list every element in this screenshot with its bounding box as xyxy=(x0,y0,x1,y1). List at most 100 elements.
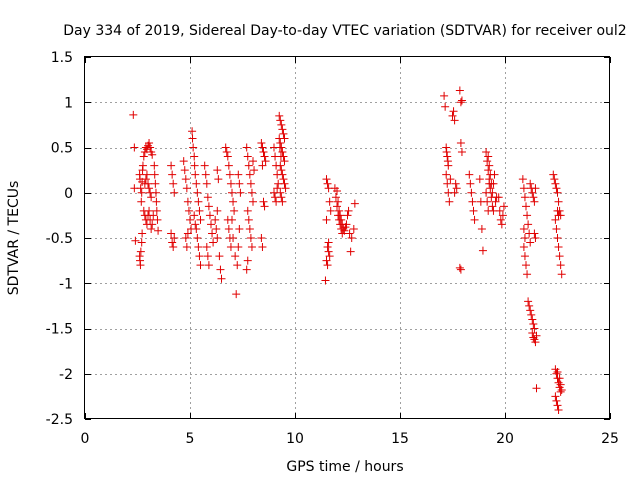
data-point xyxy=(525,301,534,310)
data-point xyxy=(456,98,465,107)
data-point xyxy=(455,263,464,272)
y-tick-label: 1 xyxy=(64,95,73,111)
data-point xyxy=(530,197,539,206)
data-point xyxy=(483,197,492,206)
data-point xyxy=(486,184,495,193)
data-point xyxy=(245,170,254,179)
data-point xyxy=(337,215,346,224)
data-point xyxy=(151,179,160,188)
data-point xyxy=(194,243,203,252)
data-point xyxy=(136,261,145,270)
data-point xyxy=(553,206,562,215)
data-point xyxy=(469,206,478,215)
data-point xyxy=(234,170,243,179)
data-point xyxy=(322,215,331,224)
data-point xyxy=(470,215,479,224)
data-point xyxy=(236,188,245,197)
data-point xyxy=(556,387,565,396)
data-point xyxy=(275,143,284,152)
data-point xyxy=(259,148,268,157)
x-tick-label: 20 xyxy=(496,431,514,447)
data-point xyxy=(344,206,353,215)
data-point xyxy=(182,184,191,193)
data-point xyxy=(556,380,565,389)
data-point xyxy=(520,234,529,242)
data-point xyxy=(138,229,147,238)
data-point xyxy=(466,179,475,188)
data-point xyxy=(528,315,537,324)
y-tick-label: -1.5 xyxy=(46,322,73,338)
data-point xyxy=(154,226,163,235)
data-point xyxy=(137,197,146,206)
data-point xyxy=(555,252,564,261)
data-point xyxy=(442,148,451,157)
chart-title: Day 334 of 2019, Sidereal Day-to-day VTE… xyxy=(63,23,626,39)
data-point xyxy=(475,175,484,184)
x-tick-label: 0 xyxy=(81,431,90,447)
data-point xyxy=(153,215,162,224)
data-point xyxy=(531,184,540,193)
data-point xyxy=(147,193,156,202)
data-point xyxy=(342,220,351,229)
data-point xyxy=(498,211,507,220)
data-point xyxy=(553,188,562,197)
y-tick-label: -0.5 xyxy=(46,231,73,247)
y-tick-label: -2 xyxy=(59,367,73,383)
data-point xyxy=(350,199,359,208)
data-point xyxy=(484,206,493,215)
data-point xyxy=(456,138,465,147)
data-point xyxy=(457,96,466,105)
data-point xyxy=(216,265,225,274)
data-point xyxy=(131,236,140,245)
data-point xyxy=(449,107,458,116)
data-point xyxy=(323,179,332,188)
data-point xyxy=(456,265,465,274)
data-point xyxy=(336,211,345,220)
data-point xyxy=(532,331,541,340)
data-point xyxy=(213,166,222,175)
data-point xyxy=(335,206,344,215)
data-point xyxy=(488,188,497,197)
data-point xyxy=(323,243,332,252)
data-point xyxy=(226,243,235,252)
data-point xyxy=(257,138,266,147)
data-point xyxy=(196,215,205,224)
data-point xyxy=(322,256,331,265)
data-point xyxy=(141,175,150,184)
data-point xyxy=(496,215,505,224)
data-point xyxy=(229,234,238,242)
data-point xyxy=(247,243,256,252)
data-point xyxy=(179,157,188,166)
data-point xyxy=(275,134,284,143)
data-point xyxy=(246,179,255,188)
data-point xyxy=(129,110,138,119)
data-point xyxy=(485,179,494,188)
data-point xyxy=(276,116,285,125)
data-point xyxy=(331,193,340,202)
data-point xyxy=(188,134,197,143)
data-point xyxy=(149,211,158,220)
grid-lines xyxy=(85,57,610,419)
data-point xyxy=(209,238,218,247)
data-point xyxy=(217,274,226,283)
data-point xyxy=(455,86,464,95)
data-point xyxy=(451,179,460,188)
data-point xyxy=(144,179,152,188)
data-point xyxy=(202,179,211,188)
x-axis-title: GPS time / hours xyxy=(286,459,403,475)
data-point xyxy=(528,188,537,197)
data-point xyxy=(244,215,253,224)
data-point xyxy=(468,197,477,206)
data-point xyxy=(465,170,474,179)
data-point xyxy=(168,170,177,179)
data-point xyxy=(221,143,230,152)
y-tick-label: 0.5 xyxy=(51,141,73,157)
data-point xyxy=(495,206,504,215)
data-point xyxy=(346,247,355,256)
data-point xyxy=(226,179,235,188)
data-point xyxy=(553,367,562,376)
data-point xyxy=(145,184,154,193)
data-point xyxy=(457,148,466,157)
data-point xyxy=(440,91,449,100)
